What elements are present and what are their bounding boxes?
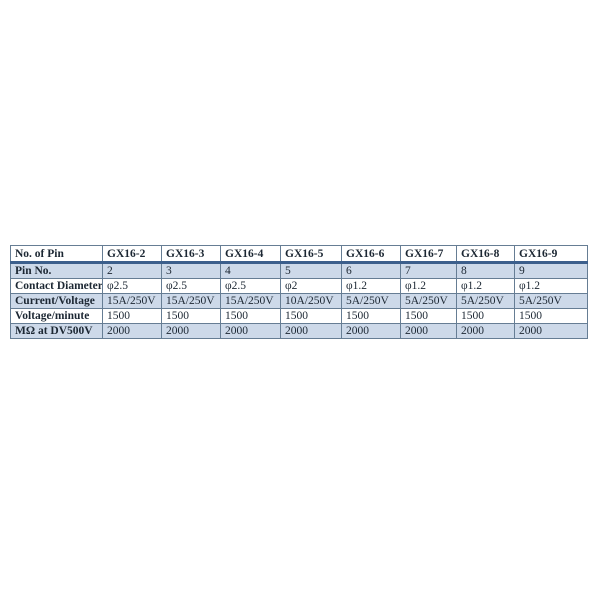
table-cell: 5A/250V	[400, 293, 457, 309]
table-cell: 1500	[456, 308, 515, 324]
column-header: GX16-4	[220, 245, 281, 264]
table-cell: 6	[341, 262, 401, 279]
table-cell: 1500	[514, 308, 588, 324]
connector-spec-table: No. of Pin GX16-2 GX16-3 GX16-4 GX16-5 GX16-6…	[10, 245, 588, 339]
column-header: GX16-2	[102, 245, 162, 264]
row-header-title: No. of Pin	[10, 245, 103, 264]
table-cell: 1500	[341, 308, 401, 324]
row-label: Pin No.	[10, 262, 103, 279]
table-cell: 2000	[280, 323, 342, 339]
table-cell: 2000	[161, 323, 221, 339]
spec-table-head: No. of Pin GX16-2 GX16-3 GX16-4 GX16-5 GX16-6…	[10, 245, 588, 264]
row-label: MΩ at DV500V	[10, 323, 103, 339]
table-cell: φ2	[280, 278, 342, 294]
table-row: Voltage/minute 1500 1500 1500 1500 1500 1500 15…	[10, 308, 588, 324]
table-cell: 5A/250V	[456, 293, 515, 309]
row-label: Voltage/minute	[10, 308, 103, 324]
table-cell: φ1.2	[341, 278, 401, 294]
table-cell: φ1.2	[456, 278, 515, 294]
table-cell: 2000	[400, 323, 457, 339]
table-cell: 1500	[161, 308, 221, 324]
table-cell: 1500	[280, 308, 342, 324]
table-cell: 2000	[456, 323, 515, 339]
table-cell: 1500	[102, 308, 162, 324]
row-label: Current/Voltage	[10, 293, 103, 309]
table-cell: φ1.2	[400, 278, 457, 294]
row-label: Contact Diameter	[10, 278, 103, 294]
table-cell: 2	[102, 262, 162, 279]
header-row: No. of Pin GX16-2 GX16-3 GX16-4 GX16-5 GX16-6…	[10, 245, 588, 264]
column-header: GX16-9	[514, 245, 588, 264]
table-cell: 10A/250V	[280, 293, 342, 309]
table-cell: φ2.5	[102, 278, 162, 294]
table-cell: φ2.5	[161, 278, 221, 294]
table-cell: 1500	[400, 308, 457, 324]
table-cell: 15A/250V	[220, 293, 281, 309]
table-cell: 8	[456, 262, 515, 279]
table-cell: 2000	[220, 323, 281, 339]
table-cell: 5	[280, 262, 342, 279]
table-cell: 3	[161, 262, 221, 279]
table-cell: 5A/250V	[514, 293, 588, 309]
column-header: GX16-7	[400, 245, 457, 264]
table-cell: 15A/250V	[102, 293, 162, 309]
table-row: MΩ at DV500V 2000 2000 2000 2000 2000 2000 2000…	[10, 323, 588, 339]
spec-table-body: Pin No. 2 3 4 5 6 7 8 9 Contact Diameter φ2.5 φ2.5 φ…	[10, 262, 588, 339]
column-header: GX16-8	[456, 245, 515, 264]
column-header: GX16-3	[161, 245, 221, 264]
table-cell: 15A/250V	[161, 293, 221, 309]
column-header: GX16-5	[280, 245, 342, 264]
table-cell: 7	[400, 262, 457, 279]
table-cell: 4	[220, 262, 281, 279]
table-row: Current/Voltage 15A/250V 15A/250V 15A/250V 1…	[10, 293, 588, 309]
table-cell: φ1.2	[514, 278, 588, 294]
table-row: Pin No. 2 3 4 5 6 7 8 9	[10, 262, 588, 279]
table-cell: φ2.5	[220, 278, 281, 294]
table-cell: 1500	[220, 308, 281, 324]
table-cell: 5A/250V	[341, 293, 401, 309]
column-header: GX16-6	[341, 245, 401, 264]
table-cell: 2000	[341, 323, 401, 339]
table-cell: 2000	[102, 323, 162, 339]
table-cell: 2000	[514, 323, 588, 339]
table-cell: 9	[514, 262, 588, 279]
table-row: Contact Diameter φ2.5 φ2.5 φ2.5 φ2 φ1.2 φ1.2 φ1…	[10, 278, 588, 294]
